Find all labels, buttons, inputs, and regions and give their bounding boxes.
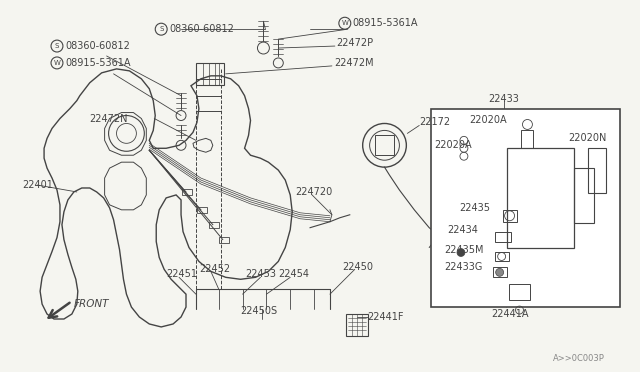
Bar xyxy=(507,148,574,247)
Bar xyxy=(182,189,192,195)
Text: 22441F: 22441F xyxy=(367,312,404,322)
Text: 22453: 22453 xyxy=(246,269,276,279)
Text: 22435: 22435 xyxy=(459,203,490,213)
Text: 22433G: 22433G xyxy=(444,262,483,272)
Text: 08915-5361A: 08915-5361A xyxy=(65,58,131,68)
Bar xyxy=(197,207,207,213)
Text: FRONT: FRONT xyxy=(74,299,109,309)
Text: 22433: 22433 xyxy=(489,94,520,104)
Bar xyxy=(574,168,594,223)
Text: S: S xyxy=(159,26,163,32)
Text: 224720: 224720 xyxy=(295,187,332,197)
Text: A>>0C003P: A>>0C003P xyxy=(553,354,605,363)
Text: 22020N: 22020N xyxy=(568,133,607,143)
Text: 22401: 22401 xyxy=(22,180,53,190)
Text: 22441A: 22441A xyxy=(492,309,529,319)
Text: 22452: 22452 xyxy=(199,264,230,275)
Text: 22434: 22434 xyxy=(447,225,478,235)
Bar xyxy=(209,222,219,228)
Bar xyxy=(495,251,509,262)
Text: W: W xyxy=(341,20,348,26)
Bar xyxy=(509,284,531,300)
Circle shape xyxy=(495,268,504,276)
Text: 22472P: 22472P xyxy=(336,38,373,48)
Bar xyxy=(495,232,511,241)
Bar xyxy=(196,63,224,85)
Text: 08360-60812: 08360-60812 xyxy=(65,41,130,51)
Text: S: S xyxy=(55,43,59,49)
Text: 22451: 22451 xyxy=(166,269,197,279)
Bar xyxy=(522,131,533,148)
Bar xyxy=(346,314,367,336)
Bar xyxy=(431,109,620,307)
Text: 08915-5361A: 08915-5361A xyxy=(353,18,419,28)
Text: W: W xyxy=(54,60,60,66)
Text: 22435M: 22435M xyxy=(444,244,484,254)
Text: 22020A: 22020A xyxy=(434,140,472,150)
Text: 08360-60812: 08360-60812 xyxy=(169,24,234,34)
Bar xyxy=(374,135,394,155)
Bar xyxy=(219,237,228,243)
Text: 22454: 22454 xyxy=(278,269,309,279)
Text: 22172: 22172 xyxy=(419,118,451,128)
Text: 22450S: 22450S xyxy=(241,306,278,316)
Bar xyxy=(502,210,516,222)
Circle shape xyxy=(457,248,465,256)
Bar xyxy=(588,148,606,193)
Text: 22020A: 22020A xyxy=(469,115,506,125)
Text: 22450: 22450 xyxy=(342,262,373,272)
Text: 22472N: 22472N xyxy=(90,113,128,124)
Text: 22472M: 22472M xyxy=(334,58,374,68)
Bar xyxy=(493,267,507,277)
